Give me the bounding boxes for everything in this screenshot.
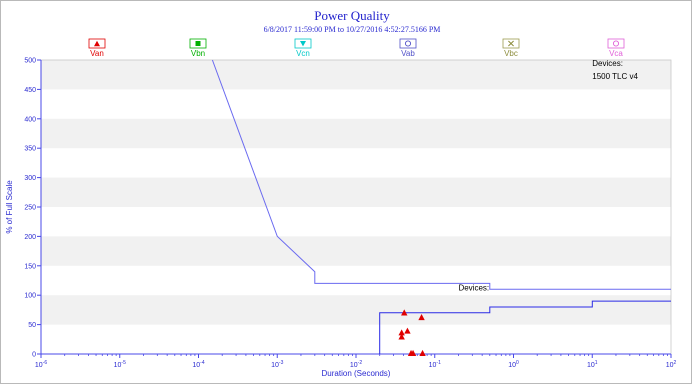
- x-tick-label: 10-2: [350, 360, 362, 369]
- event-points: [398, 309, 426, 357]
- event-point-van: [418, 314, 425, 321]
- x-tick-label: 10-6: [35, 360, 47, 369]
- legend-label: Vcn: [296, 49, 310, 58]
- x-tick-label: 101: [587, 360, 598, 369]
- triangle-marker-icon: [94, 40, 100, 47]
- event-point-van: [398, 333, 405, 340]
- plot-bands: [41, 60, 671, 325]
- y-tick-label: 150: [24, 263, 36, 270]
- legend-swatch: [399, 38, 417, 49]
- legend: Van Vbn Vcn Vab Vbc Vca: [88, 38, 625, 58]
- grid-band: [41, 177, 671, 207]
- chart-subtitle: 6/8/2017 11:59:00 PM to 10/27/2016 4:52:…: [264, 25, 441, 34]
- y-tick-label: 300: [24, 175, 36, 182]
- y-tick-label: 400: [24, 116, 36, 123]
- open-circle-marker-icon: [612, 40, 620, 47]
- x-tick-label: 10-5: [114, 360, 126, 369]
- chart-title: Power Quality: [314, 8, 390, 23]
- annotation-text: Devices:: [592, 59, 623, 68]
- legend-label: Vbn: [191, 49, 205, 58]
- legend-item-vab: Vab: [399, 38, 417, 58]
- y-axis-ticks: 0 50 100 150 200 250 300 350 400 450 500: [24, 58, 41, 359]
- legend-label: Vbc: [504, 49, 518, 58]
- grid-band: [41, 118, 671, 149]
- upper-tolerance-curve: [211, 59, 671, 290]
- lower-tolerance-curve: [379, 300, 671, 354]
- event-point-van: [404, 327, 411, 334]
- legend-item-vcn: Vcn: [294, 38, 312, 58]
- grid-band: [41, 295, 671, 325]
- legend-label: Vca: [609, 49, 623, 58]
- x-tick-label: 10-3: [271, 360, 283, 369]
- annotations: Devices: 1500 TLC v4 Devices:: [458, 59, 638, 293]
- y-tick-label: 450: [24, 87, 36, 94]
- legend-swatch: [607, 38, 625, 49]
- event-point-van: [419, 349, 426, 357]
- y-tick-label: 0: [32, 352, 36, 359]
- y-tick-label: 100: [24, 293, 36, 300]
- y-tick-label: 250: [24, 205, 36, 212]
- legend-item-vbn: Vbn: [189, 38, 207, 58]
- y-tick-label: 500: [24, 58, 36, 65]
- triangle-down-marker-icon: [300, 41, 306, 47]
- open-circle-marker-icon: [404, 40, 412, 47]
- grid-band: [41, 236, 671, 266]
- y-axis-title: % of Full Scale: [5, 180, 14, 234]
- event-point-van: [409, 349, 417, 357]
- legend-label: Van: [90, 49, 104, 58]
- tolerance-curves: [211, 59, 671, 354]
- legend-item-vca: Vca: [607, 38, 625, 58]
- y-tick-label: 50: [28, 322, 36, 329]
- x-marker-icon: [508, 40, 514, 47]
- x-tick-label: 102: [666, 360, 677, 369]
- grid-band: [41, 60, 671, 90]
- square-marker-icon: [195, 41, 201, 46]
- y-tick-label: 200: [24, 234, 36, 241]
- x-axis-ticks: 10-6 10-5 10-4 10-3 10-2 10-1 100 101 102: [35, 354, 677, 369]
- legend-label: Vab: [401, 49, 415, 58]
- event-point-van: [401, 309, 408, 316]
- annotation-text: 1500 TLC v4: [592, 72, 638, 81]
- legend-item-vbc: Vbc: [502, 38, 520, 58]
- x-tick-label: 10-4: [192, 360, 204, 369]
- x-tick-label: 10-1: [429, 360, 441, 369]
- legend-item-van: Van: [88, 38, 106, 58]
- x-tick-label: 100: [508, 360, 519, 369]
- event-point-van: [398, 329, 405, 336]
- y-tick-label: 350: [24, 146, 36, 153]
- x-axis-title: Duration (Seconds): [322, 369, 391, 378]
- annotation-text: Devices:: [458, 283, 489, 292]
